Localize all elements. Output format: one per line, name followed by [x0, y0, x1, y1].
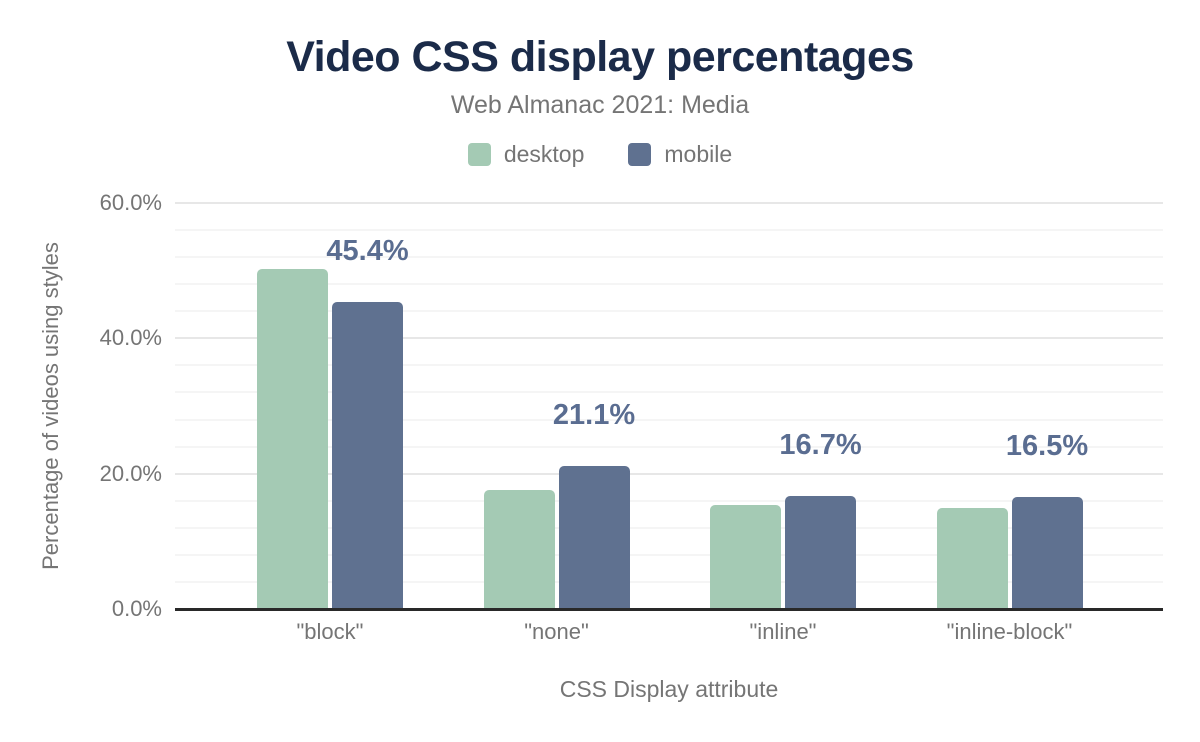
data-label-none: 21.1% [552, 399, 636, 432]
y-tick-label-0: 0.0% [111, 596, 162, 621]
bar-desktop-none[interactable] [483, 489, 555, 609]
legend-label-mobile: mobile [664, 141, 733, 167]
data-label-block: 45.4% [326, 234, 409, 267]
gridline-minor-36 [175, 364, 1163, 367]
x-tick-label-inline-block: "inline-block" [946, 619, 1073, 644]
chart-title: Video CSS display percentages [286, 33, 914, 81]
gridline-minor-24 [175, 445, 1163, 448]
y-tick-label-20: 20.0% [99, 460, 162, 486]
gridline-major-40 [175, 337, 1163, 340]
bar-mobile-block[interactable] [332, 301, 403, 609]
legend-item-mobile[interactable]: mobile [628, 141, 732, 168]
gridline-minor-8 [175, 553, 1163, 556]
y-tick-label-60: 60.0% [99, 190, 162, 215]
gridline-major-60 [175, 202, 1163, 204]
desktop-swatch-icon [467, 143, 491, 166]
gridline-minor-4 [175, 580, 1163, 583]
gridline-minor-16 [175, 499, 1163, 502]
gridline-minor-32 [175, 391, 1163, 394]
x-axis-title: CSS Display attribute [559, 676, 779, 702]
gridline-minor-28 [175, 418, 1163, 421]
x-tick-label-inline: "inline" [749, 619, 817, 644]
x-tick-label-none: "none" [524, 619, 589, 644]
legend: desktop mobile [0, 141, 1200, 168]
bar-mobile-inline-block[interactable] [1011, 497, 1083, 609]
data-label-inline-block: 16.5% [1005, 430, 1089, 463]
gridline-minor-48 [175, 283, 1163, 286]
x-tick-label-block: "block" [296, 619, 364, 644]
legend-item-desktop[interactable]: desktop [467, 141, 585, 168]
gridline-minor-52 [175, 256, 1163, 259]
bar-desktop-block[interactable] [257, 269, 328, 609]
gridline-minor-12 [175, 526, 1163, 529]
legend-label-desktop: desktop [503, 141, 585, 167]
chart-subtitle: Web Almanac 2021: Media [450, 91, 750, 119]
bar-desktop-inline[interactable] [710, 504, 781, 609]
y-tick-label-40: 40.0% [99, 325, 162, 351]
mobile-swatch-icon [628, 143, 652, 166]
bar-mobile-inline[interactable] [785, 495, 856, 609]
x-axis-line [175, 607, 1163, 611]
data-label-inline: 16.7% [779, 428, 862, 461]
gridline-minor-44 [175, 310, 1163, 313]
gridline-major-20 [175, 472, 1163, 475]
gridline-minor-56 [175, 229, 1163, 232]
bar-mobile-none[interactable] [558, 466, 630, 609]
bar-desktop-inline-block[interactable] [936, 508, 1008, 609]
